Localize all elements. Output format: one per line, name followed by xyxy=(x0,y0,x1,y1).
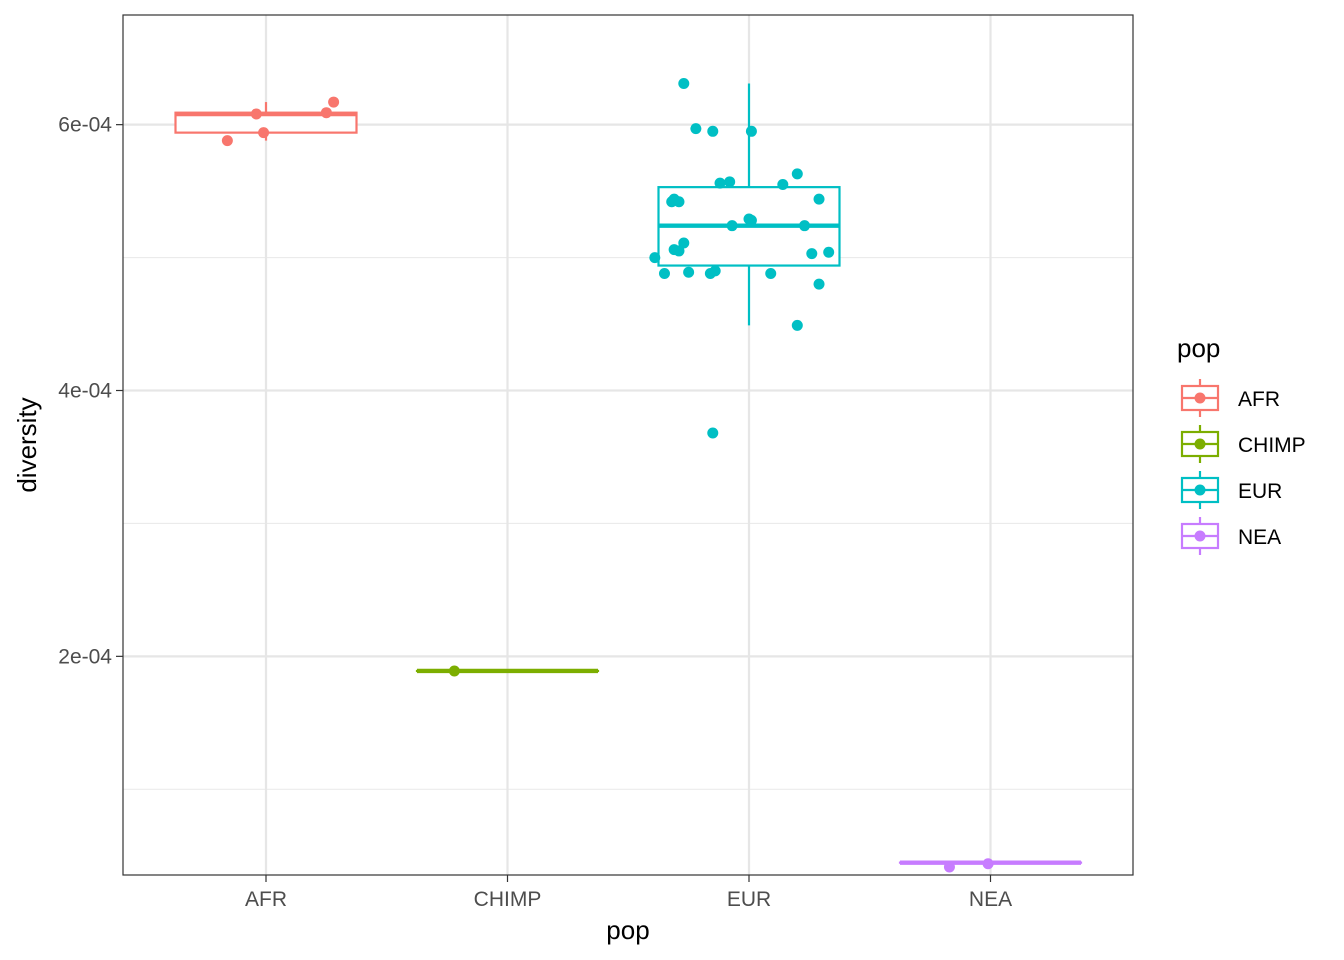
legend-point xyxy=(1194,484,1206,496)
data-point-eur xyxy=(673,196,685,208)
legend-label-chimp: CHIMP xyxy=(1238,434,1306,457)
legend-title: pop xyxy=(1177,333,1220,363)
data-point-eur xyxy=(707,427,719,439)
data-point-eur xyxy=(678,77,690,89)
data-point-eur xyxy=(745,125,757,137)
data-point-eur xyxy=(714,177,726,189)
data-point-afr xyxy=(250,108,262,120)
data-point-afr xyxy=(258,127,270,139)
legend: pop AFR CHIMP EUR NEA xyxy=(1177,333,1306,555)
x-axis-title: pop xyxy=(606,915,649,945)
data-point-nea xyxy=(982,858,994,870)
data-point-eur xyxy=(799,220,811,232)
data-point-eur xyxy=(673,245,685,257)
data-point-eur xyxy=(724,176,736,188)
legend-point xyxy=(1194,530,1206,542)
legend-key-nea: NEA xyxy=(1180,517,1281,555)
data-point-chimp xyxy=(448,665,460,677)
data-point-eur xyxy=(791,168,803,180)
y-axis-title: diversity xyxy=(12,397,42,492)
data-point-afr xyxy=(320,107,332,119)
x-tick-label-nea: NEA xyxy=(969,888,1012,911)
data-point-eur xyxy=(745,214,757,226)
y-tick-label: 2e-04 xyxy=(58,645,112,668)
data-point-eur xyxy=(678,237,690,249)
data-point-eur xyxy=(765,268,777,280)
data-point-eur xyxy=(726,220,738,232)
y-tick-label: 4e-04 xyxy=(58,380,112,403)
legend-label-eur: EUR xyxy=(1238,480,1282,503)
data-point-eur xyxy=(690,123,702,135)
panel-border xyxy=(122,14,1134,876)
legend-point xyxy=(1194,392,1206,404)
legend-key-afr: AFR xyxy=(1180,379,1280,417)
data-point-afr xyxy=(221,135,233,147)
legend-label-afr: AFR xyxy=(1238,388,1280,411)
axis-layer: 2e-04 4e-04 6e-04 AFR CHIMP EUR NEA xyxy=(58,114,1012,911)
data-point-eur xyxy=(813,278,825,290)
data-point-eur xyxy=(813,193,825,205)
x-tick-label-afr: AFR xyxy=(245,888,287,911)
data-point-eur xyxy=(649,252,661,264)
data-point-eur xyxy=(806,248,818,260)
data-point-eur xyxy=(707,125,719,137)
legend-keys: AFR CHIMP EUR NEA xyxy=(1180,379,1306,555)
legend-point xyxy=(1194,438,1206,450)
data-point-nea xyxy=(943,861,955,873)
data-point-eur xyxy=(791,319,803,331)
data-point-eur xyxy=(709,265,721,277)
x-tick-label-eur: EUR xyxy=(727,888,771,911)
data-point-eur xyxy=(658,268,670,280)
data-point-afr xyxy=(328,96,340,108)
point-layer xyxy=(221,77,994,873)
y-tick-label: 6e-04 xyxy=(58,114,112,137)
data-point-eur xyxy=(823,246,835,258)
legend-key-chimp: CHIMP xyxy=(1180,425,1306,463)
legend-key-eur: EUR xyxy=(1180,471,1282,509)
data-point-eur xyxy=(777,178,789,190)
data-point-eur xyxy=(683,266,695,278)
legend-label-nea: NEA xyxy=(1238,526,1281,549)
x-tick-label-chimp: CHIMP xyxy=(474,888,542,911)
